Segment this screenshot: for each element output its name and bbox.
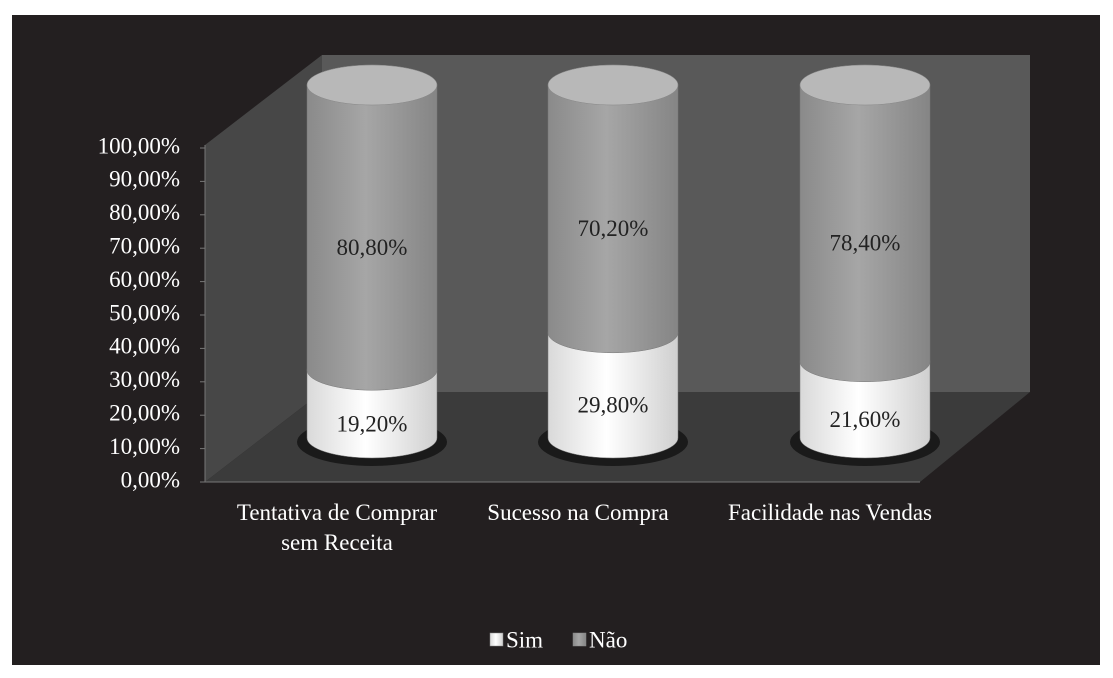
y-tick-label: 80,00%: [109, 200, 180, 225]
y-tick-label: 60,00%: [109, 267, 180, 292]
legend-label: Sim: [506, 627, 543, 652]
legend-swatch: [489, 632, 504, 647]
y-tick-label: 30,00%: [109, 367, 180, 392]
x-tick-label: Sucesso na Compra: [487, 500, 669, 525]
cylinder-segment: [306, 64, 438, 391]
cylinder-segment: [547, 64, 679, 354]
y-tick-label: 70,00%: [109, 233, 180, 258]
y-tick-label: 20,00%: [109, 400, 180, 425]
x-tick-label: Facilidade nas Vendas: [728, 500, 932, 525]
x-tick-label: Tentativa de Comprar sem Receita: [236, 500, 438, 555]
y-tick-label: 10,00%: [109, 434, 180, 459]
data-label: 78,40%: [830, 231, 901, 256]
cylinder-top: [306, 64, 438, 106]
y-tick-label: 100,00%: [98, 133, 180, 158]
y-tick-label: 40,00%: [109, 334, 180, 359]
data-label: 21,60%: [830, 407, 901, 432]
data-label: 29,80%: [578, 393, 649, 418]
legend-swatch: [572, 632, 587, 647]
side-wall: [205, 55, 322, 482]
y-tick-label: 50,00%: [109, 300, 180, 325]
y-tick-label: 90,00%: [109, 167, 180, 192]
cylinder-top: [799, 64, 931, 106]
y-tick-label: 0,00%: [121, 467, 180, 492]
data-label: 80,80%: [337, 235, 408, 260]
legend-label: Não: [589, 627, 627, 652]
cylinder-segment: [799, 64, 931, 382]
data-label: 19,20%: [337, 411, 408, 436]
cylinder-top: [547, 64, 679, 106]
data-label: 70,20%: [578, 216, 649, 241]
